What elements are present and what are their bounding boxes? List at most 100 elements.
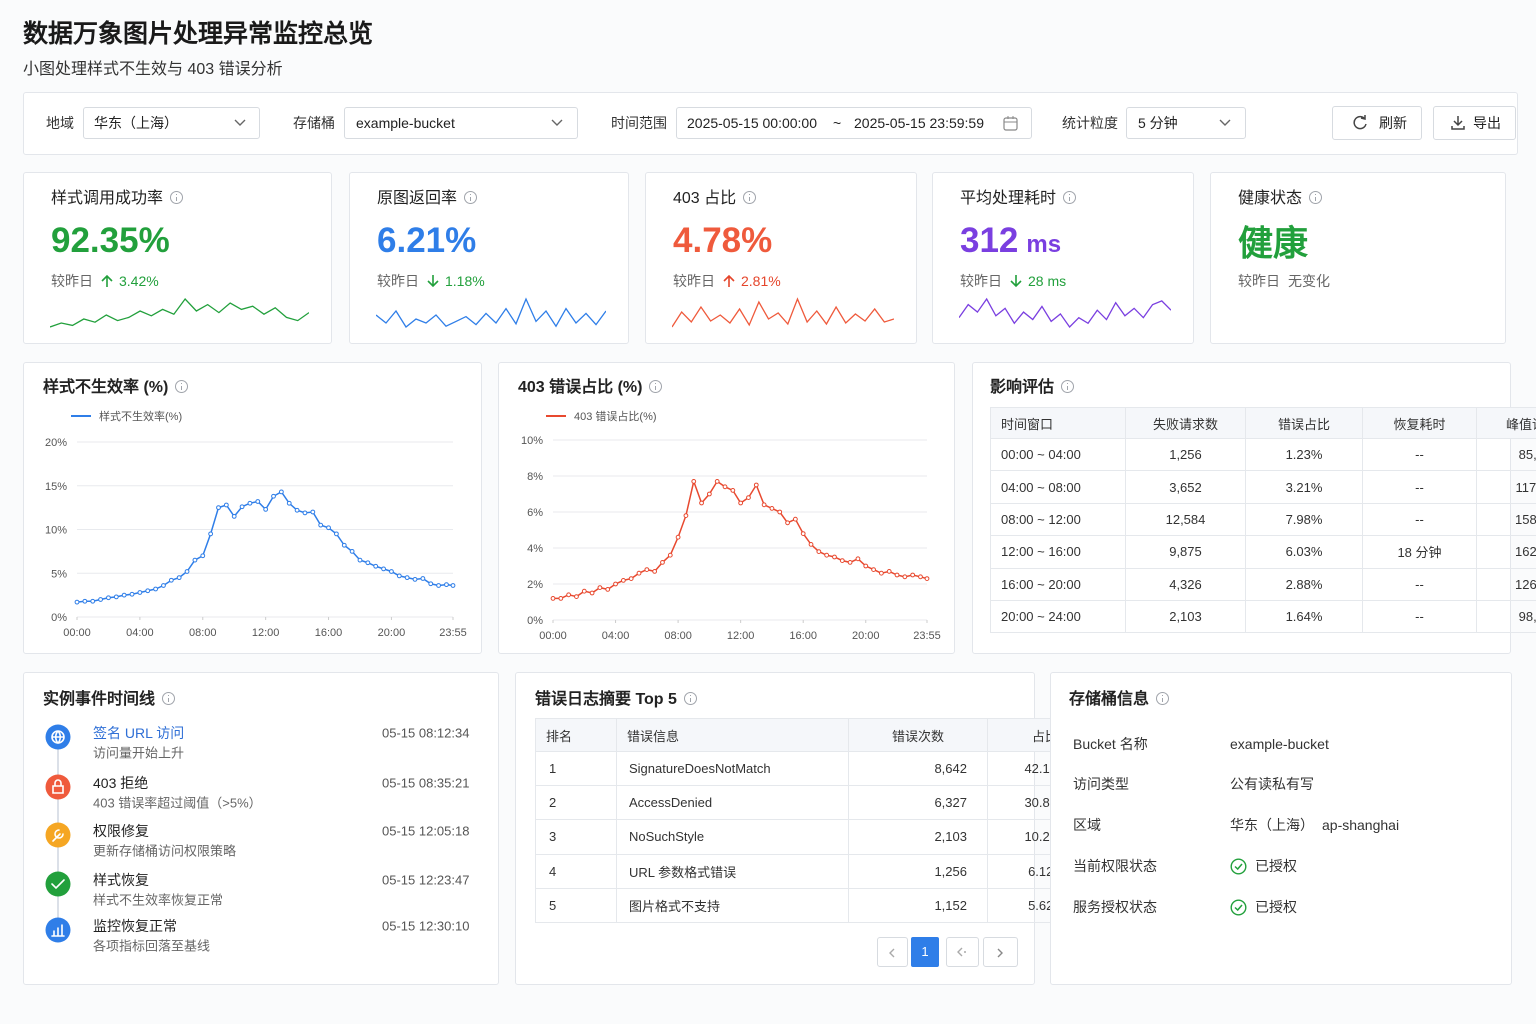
check-icon-part xyxy=(1234,904,1243,912)
filter-label: 存储桶 xyxy=(293,115,335,131)
table-row: 3 NoSuchStyle 2,103 10.26% xyxy=(535,819,1103,855)
table-header-cell: 错误占比 xyxy=(1245,407,1363,439)
kpi-compare-row: 较昨日 28 ms xyxy=(960,271,1066,291)
info-icon xyxy=(649,380,663,394)
table-cell: 2,103 xyxy=(848,819,988,855)
title-text: 健康状态 xyxy=(1238,190,1303,207)
data-point xyxy=(74,599,80,605)
pagination-prev[interactable] xyxy=(877,937,908,967)
bucket-field-value: 已授权 xyxy=(1255,899,1297,915)
data-point xyxy=(902,574,908,580)
refresh-button[interactable] xyxy=(1332,106,1422,140)
event-title: 监控恢复正常 xyxy=(93,918,177,934)
table-header-cell: 错误信息 xyxy=(616,718,849,752)
chevron-part xyxy=(551,119,563,126)
kpi-value-row: 4.78% xyxy=(673,221,772,261)
y-tick-label: 10% xyxy=(521,435,543,447)
data-point xyxy=(918,574,923,580)
event-desc: 403 错误率超过阈值（>5%） xyxy=(93,795,262,811)
x-tick-label: 23:55 xyxy=(913,630,941,642)
data-point xyxy=(886,569,892,574)
data-point xyxy=(255,499,261,504)
data-point xyxy=(90,598,96,604)
data-point xyxy=(691,479,697,484)
data-point xyxy=(106,595,111,601)
data-point xyxy=(628,576,634,582)
data-point xyxy=(176,575,182,581)
data-point xyxy=(847,560,853,565)
legend-label: 403 错误占比(%) xyxy=(574,409,657,423)
delta-arrow xyxy=(1010,275,1022,288)
y-tick-label: 8% xyxy=(527,471,543,483)
bucket-field-value: 已授权 xyxy=(1255,858,1297,874)
table-cell: 126,778 xyxy=(1476,567,1536,601)
y-tick-label: 4% xyxy=(527,543,543,555)
sparkline-line xyxy=(672,297,894,328)
data-point xyxy=(286,500,292,506)
data-point xyxy=(855,556,861,562)
title-text: 403 错误占比 (%) xyxy=(518,379,643,396)
chevron-part xyxy=(1219,119,1231,126)
y-tick-label: 10% xyxy=(45,525,67,537)
event-title: 签名 URL 访问 xyxy=(93,725,185,741)
table-header-cell: 峰值请求数 xyxy=(1476,407,1536,439)
data-point xyxy=(365,560,371,566)
check-icon-part xyxy=(1230,858,1247,875)
table-cell: 12:00 ~ 16:00 xyxy=(990,535,1126,569)
line-chart: 0% 5% 10% 15% 20% 00:00 04:00 08:00 12:00 16:00 20… xyxy=(45,409,467,639)
pagination-page[interactable]: 1 xyxy=(911,937,939,967)
data-point xyxy=(82,598,88,604)
data-point xyxy=(396,573,402,579)
export-icon xyxy=(1451,116,1465,130)
chart-card xyxy=(23,362,482,654)
table-row: 4 URL 参数格式错误 1,256 6.12% xyxy=(535,853,1103,889)
filter-label: 统计粒度 xyxy=(1062,115,1118,131)
page-subtitle: 小图处理样式不生效与 403 错误分析 xyxy=(23,61,283,78)
x-tick-label: 20:00 xyxy=(852,630,880,642)
bucket-field-label: 区域 xyxy=(1073,817,1101,833)
data-point xyxy=(652,569,658,574)
table-cell: 2 xyxy=(535,785,617,821)
table-cell: 08:00 ~ 12:00 xyxy=(990,502,1126,537)
table-cell: 20:00 ~ 24:00 xyxy=(990,599,1126,634)
bucket-select[interactable] xyxy=(344,107,578,139)
table-cell: SignatureDoesNotMatch xyxy=(616,750,849,787)
more-icon xyxy=(957,947,966,957)
export-button[interactable] xyxy=(1433,106,1516,140)
data-point xyxy=(334,531,339,537)
time-range-picker[interactable] xyxy=(676,107,1032,139)
delta-arrow xyxy=(723,274,735,287)
data-point xyxy=(208,531,214,537)
title-text: 实例事件时间线 xyxy=(43,691,156,708)
kpi-value-row: 312 ms xyxy=(960,221,1061,261)
data-point xyxy=(373,563,379,569)
data-point xyxy=(302,510,308,516)
table-cell: 3,652 xyxy=(1125,470,1246,504)
data-point xyxy=(223,502,229,508)
data-point xyxy=(597,585,603,591)
region-select[interactable] xyxy=(83,107,260,139)
select-value: 华东（上海） xyxy=(94,115,178,131)
granularity-select[interactable] xyxy=(1126,107,1246,139)
pagination-next[interactable] xyxy=(983,937,1018,967)
event-icon-glyph xyxy=(51,730,65,745)
table-cell: 2.88% xyxy=(1245,567,1363,601)
x-tick-label: 16:00 xyxy=(315,627,343,639)
data-point xyxy=(278,489,284,495)
page-title: 数据万象图片处理异常监控总览 xyxy=(23,20,374,48)
data-point xyxy=(769,506,775,511)
compare-label: 较昨日 xyxy=(1238,273,1280,289)
y-tick-label: 6% xyxy=(527,507,543,519)
impact-title: 影响评估 xyxy=(990,373,1075,397)
line-chart: 0% 2% 4% 6% 8% 10% 00:00 04:00 08:00 12:00 16:00 20… xyxy=(521,409,941,642)
data-point xyxy=(746,495,751,501)
table-cell: -- xyxy=(1362,599,1477,634)
compare-label: 较昨日 xyxy=(377,273,419,289)
data-point xyxy=(636,570,642,576)
table-cell: -- xyxy=(1362,502,1477,537)
kpi-delta: 3.42% xyxy=(119,273,159,289)
table-cell: 8,642 xyxy=(848,750,988,787)
table-cell: 4,326 xyxy=(1125,567,1246,601)
pagination-more[interactable] xyxy=(946,937,979,967)
calendar-icon xyxy=(1003,116,1018,131)
